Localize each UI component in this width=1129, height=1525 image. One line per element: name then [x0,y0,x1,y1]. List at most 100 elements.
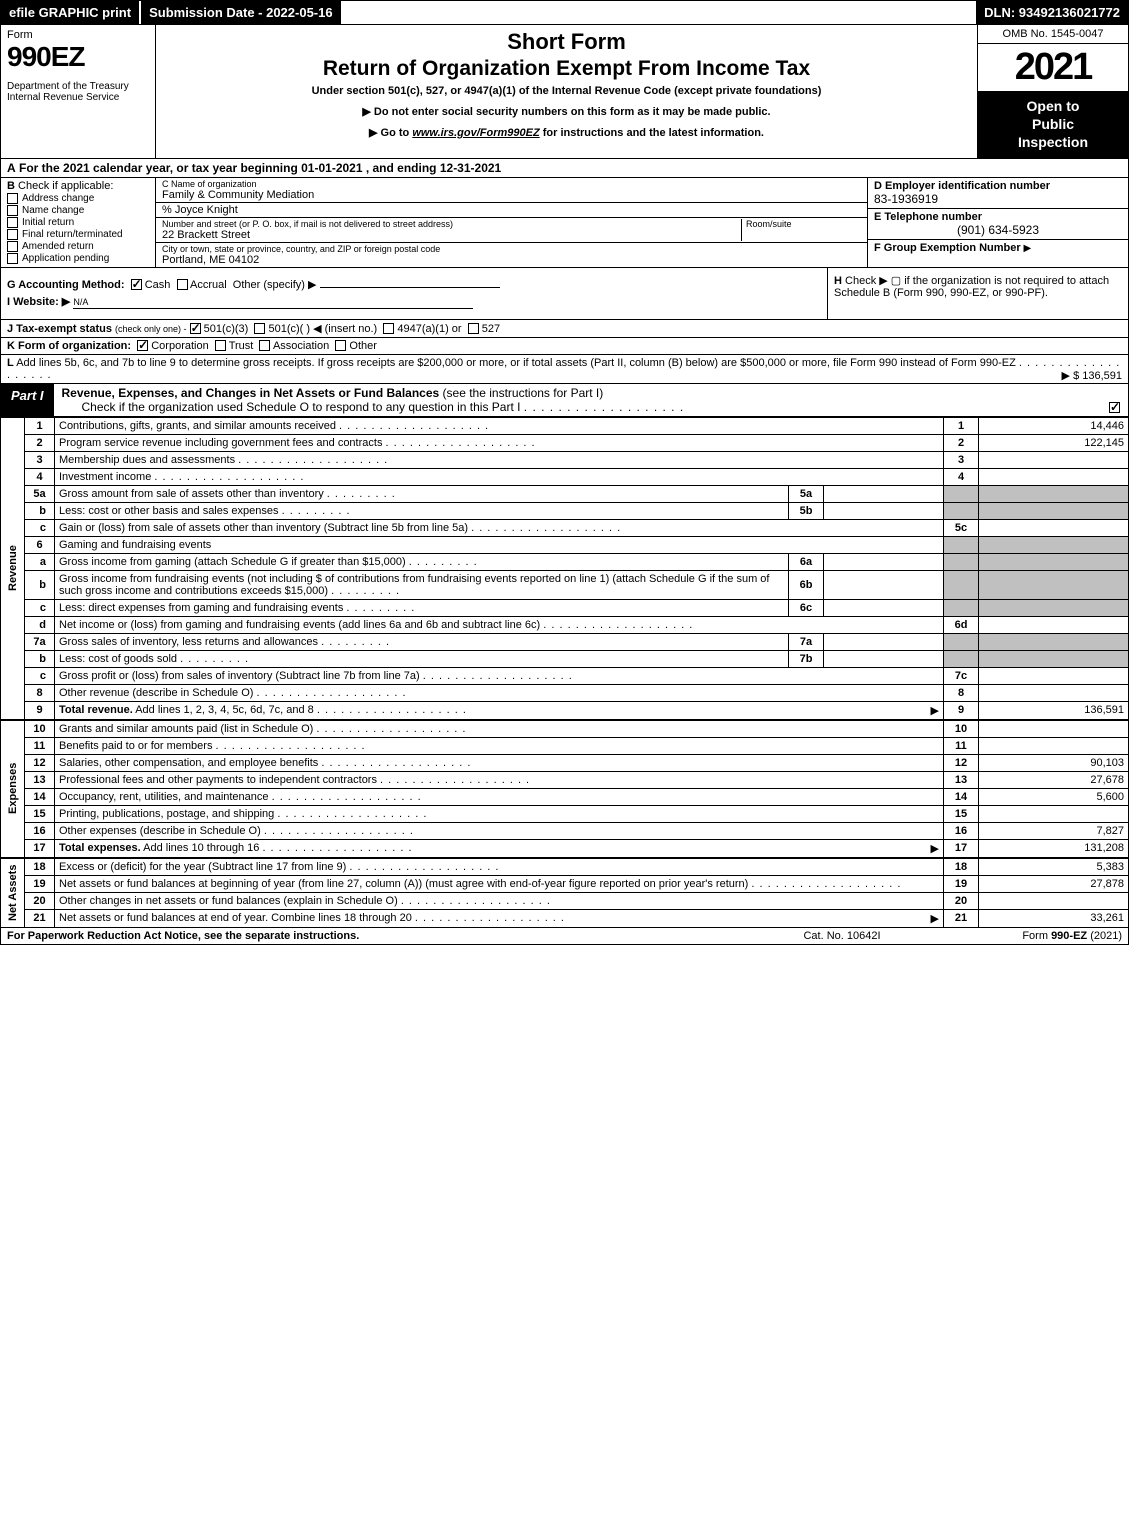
corporation-checkbox[interactable] [137,340,148,351]
line-desc: Printing, publications, postage, and shi… [55,805,944,822]
b-checkbox-1[interactable] [7,205,18,216]
line-number: 10 [25,720,55,737]
line-amount [979,451,1129,468]
inner-line-num: 6a [789,553,824,570]
table-row: 11Benefits paid to or for members 11 [1,737,1129,754]
b-checkbox-4[interactable] [7,241,18,252]
side-label: Net Assets [1,858,25,927]
h-text: Check ▶ ▢ if the organization is not req… [834,275,1109,299]
line-desc: Program service revenue including govern… [55,434,944,451]
street-row: Number and street (or P. O. box, if mail… [156,218,867,243]
ein-row: D Employer identification number 83-1936… [868,178,1128,209]
b-checkbox-label-1: Name change [22,205,84,216]
amount-shaded [979,536,1129,553]
table-row: 2Program service revenue including gover… [1,434,1129,451]
line-desc: Membership dues and assessments [55,451,944,468]
line-num-shaded [944,570,979,599]
j-sub: (check only one) - [115,324,187,334]
line-amount: 5,600 [979,788,1129,805]
section-k: K Form of organization: Corporation Trus… [0,338,1129,355]
line-amount [979,519,1129,536]
table-row: Net Assets18Excess or (deficit) for the … [1,858,1129,875]
line-num-shaded [944,599,979,616]
footer-suffix: (2021) [1087,930,1122,942]
b-checkbox-5[interactable] [7,253,18,264]
line-desc: Other expenses (describe in Schedule O) [55,822,944,839]
org-name: Family & Community Mediation [162,189,861,201]
section-c: C Name of organization Family & Communit… [156,178,868,267]
section-a: A For the 2021 calendar year, or tax yea… [0,159,1129,178]
inner-line-val [824,570,944,599]
section-j: J Tax-exempt status (check only one) - 5… [0,320,1129,338]
schedule-o-checkbox[interactable] [1109,402,1120,413]
table-row: 5aGross amount from sale of assets other… [1,485,1129,502]
line-amount [979,720,1129,737]
line-num-shaded [944,553,979,570]
b-checkbox-line: Name change [7,205,149,216]
4947-checkbox[interactable] [383,323,394,334]
trust-checkbox[interactable] [215,340,226,351]
cash-checkbox[interactable] [131,279,142,290]
accrual-checkbox[interactable] [177,279,188,290]
l-amount: ▶ $ 136,591 [1062,369,1122,382]
line-number: 20 [25,892,55,909]
line-amount: 27,878 [979,875,1129,892]
line-num-shaded [944,485,979,502]
cash-label: Cash [145,279,171,291]
b-checkbox-2[interactable] [7,217,18,228]
b-subtitle: Check if applicable: [18,180,113,192]
table-row: cLess: direct expenses from gaming and f… [1,599,1129,616]
table-row: aGross income from gaming (attach Schedu… [1,553,1129,570]
table-row: 16Other expenses (describe in Schedule O… [1,822,1129,839]
phone: (901) 634-5923 [874,223,1122,237]
page-footer: For Paperwork Reduction Act Notice, see … [0,928,1129,945]
side-label: Revenue [1,417,25,719]
line-number: 7a [25,633,55,650]
b-checkbox-line: Application pending [7,253,149,264]
care-of-row: % Joyce Knight [156,203,867,218]
instr2-suffix: for instructions and the latest informat… [540,127,764,139]
org-name-label: C Name of organization [162,179,861,189]
line-desc: Gross sales of inventory, less returns a… [55,633,789,650]
527-checkbox[interactable] [468,323,479,334]
line-desc: Other changes in net assets or fund bala… [55,892,944,909]
accounting-method-line: G Accounting Method: Cash Accrual Other … [7,278,821,291]
net-assets-table: Net Assets18Excess or (deficit) for the … [0,858,1129,928]
b-checkbox-3[interactable] [7,229,18,240]
part-1-check-text: Check if the organization used Schedule … [82,400,521,414]
open-line-2: Public [982,115,1124,133]
line-number: 16 [25,822,55,839]
line-amount: 33,261 [979,909,1129,927]
line-num-right: 16 [944,822,979,839]
line-number: 3 [25,451,55,468]
inner-line-num: 6c [789,599,824,616]
inner-line-num: 7b [789,650,824,667]
line-number: 19 [25,875,55,892]
association-checkbox[interactable] [259,340,270,351]
line-desc: Gross amount from sale of assets other t… [55,485,789,502]
other-org-checkbox[interactable] [335,340,346,351]
table-row: cGain or (loss) from sale of assets othe… [1,519,1129,536]
527-label: 527 [482,323,500,335]
line-desc: Excess or (deficit) for the year (Subtra… [55,858,944,875]
line-amount: 14,446 [979,417,1129,434]
section-def: D Employer identification number 83-1936… [868,178,1128,267]
501c-label: 501(c)( ) ◀ (insert no.) [268,323,377,335]
501c3-checkbox[interactable] [190,323,201,334]
line-amount [979,468,1129,485]
group-arrow: ▶ [1023,243,1031,254]
header-center: Short Form Return of Organization Exempt… [156,25,978,158]
phone-label: E Telephone number [874,211,1122,223]
website-line: I Website: ▶ N/A [7,295,821,309]
line-num-right: 1 [944,417,979,434]
group-row: F Group Exemption Number ▶ [868,240,1128,267]
line-desc: Less: cost of goods sold [55,650,789,667]
b-checkbox-0[interactable] [7,193,18,204]
efile-label[interactable]: efile GRAPHIC print [1,1,139,24]
b-checkbox-line: Address change [7,193,149,204]
irs-link[interactable]: www.irs.gov/Form990EZ [412,127,539,139]
501c-checkbox[interactable] [254,323,265,334]
inner-line-num: 5b [789,502,824,519]
table-row: 17Total expenses. Add lines 10 through 1… [1,839,1129,857]
line-number: 6 [25,536,55,553]
